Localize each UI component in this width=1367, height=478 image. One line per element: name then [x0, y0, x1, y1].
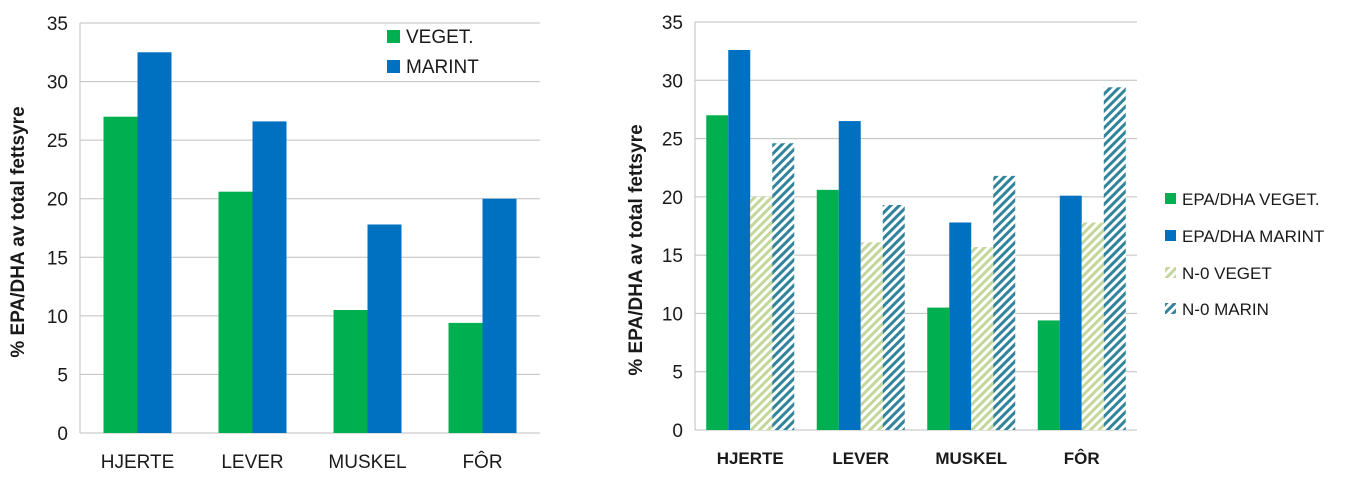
- y-tick-25: 25: [662, 130, 683, 151]
- legend-swatch-n0-marin: [1165, 303, 1176, 314]
- y-tick-0: 0: [672, 421, 683, 442]
- y-tick-30: 30: [47, 73, 68, 94]
- bar-veget-muskel: [333, 310, 368, 433]
- x-tick-3: MUSKEL: [935, 449, 1007, 468]
- bar-n-0-veget-hjerte: [750, 196, 773, 430]
- bar-veget-f-r: [448, 322, 483, 433]
- y-tick-35: 35: [47, 14, 68, 35]
- bar-epa-dha-marint-muskel: [949, 222, 972, 430]
- legend-label-n0-veget: N-0 VEGET: [1182, 264, 1272, 283]
- y-tick-labels: 0 5 10 15 20 25 30 35: [47, 14, 68, 445]
- y-tick-20: 20: [662, 188, 683, 209]
- y-tick-25: 25: [47, 131, 68, 152]
- bars: [103, 52, 517, 434]
- x-tick-2: LEVER: [221, 452, 283, 473]
- bar-marint-hjerte: [137, 52, 172, 434]
- y-tick-5: 5: [57, 365, 68, 386]
- bar-marint-lever: [252, 121, 287, 434]
- chart-right: 0 5 10 15 20 25 30 35 HJERTE LEVER MUSKEL FÔR % EP…: [585, 0, 1367, 473]
- bar-epa-dha-veget-muskel: [927, 307, 950, 430]
- y-tick-15: 15: [47, 248, 68, 269]
- legend-label-marint: MARINT: [406, 57, 479, 78]
- x-tick-1: HJERTE: [717, 449, 784, 468]
- bar-epa-dha-veget-f-r: [1037, 320, 1060, 430]
- legend-label-n0-marin: N-0 MARIN: [1182, 300, 1269, 319]
- bar-n-0-veget-f-r: [1081, 222, 1104, 430]
- y-tick-10: 10: [662, 304, 683, 325]
- x-tick-labels: HJERTE LEVER MUSKEL FÔR: [101, 451, 503, 473]
- legend-swatch-epa-dha-marint: [1165, 230, 1176, 241]
- y-tick-30: 30: [662, 71, 683, 92]
- bars: [706, 49, 1126, 430]
- bar-n-0-veget-muskel: [971, 246, 994, 430]
- y-tick-35: 35: [662, 13, 683, 34]
- bar-marint-muskel: [367, 224, 402, 433]
- bar-n-0-veget-lever: [860, 242, 883, 430]
- x-tick-2: LEVER: [832, 449, 889, 468]
- legend-swatch-epa-dha-veget: [1165, 193, 1176, 204]
- legend-label-epa-dha-marint: EPA/DHA MARINT: [1182, 227, 1324, 246]
- chart-left: 0 5 10 15 20 25 30 35 HJERTE LEVER MUSKEL FÔR % EP…: [0, 0, 560, 473]
- bar-epa-dha-marint-hjerte: [728, 49, 751, 430]
- chart-right-svg: 0 5 10 15 20 25 30 35 HJERTE LEVER MUSKEL FÔR % EP…: [626, 13, 1324, 468]
- x-tick-labels: HJERTE LEVER MUSKEL FÔR: [717, 449, 1100, 468]
- y-axis-label: % EPA/DHA av total fettsyre: [8, 106, 29, 357]
- bar-n-0-marin-hjerte: [772, 143, 795, 430]
- bar-veget-lever: [218, 191, 253, 433]
- y-tick-5: 5: [672, 363, 683, 384]
- y-tick-labels: 0 5 10 15 20 25 30 35: [662, 13, 683, 442]
- bar-marint-f-r: [482, 198, 517, 433]
- x-tick-4: FÔR: [1064, 449, 1100, 468]
- legend-swatch-marint: [387, 60, 400, 73]
- y-tick-0: 0: [57, 424, 68, 445]
- legend-label-epa-dha-veget: EPA/DHA VEGET.: [1182, 190, 1320, 209]
- bar-epa-dha-veget-hjerte: [706, 115, 729, 430]
- legend: VEGET. MARINT: [387, 27, 479, 78]
- y-tick-15: 15: [662, 246, 683, 267]
- bar-epa-dha-marint-f-r: [1059, 195, 1082, 430]
- bar-epa-dha-marint-lever: [838, 121, 861, 430]
- x-tick-3: MUSKEL: [328, 452, 406, 473]
- bar-veget-hjerte: [103, 116, 138, 433]
- y-axis-label: % EPA/DHA av total fettsyre: [626, 124, 647, 375]
- y-tick-10: 10: [47, 307, 68, 328]
- chart-left-svg: 0 5 10 15 20 25 30 35 HJERTE LEVER MUSKEL FÔR % EP…: [8, 14, 540, 473]
- bar-n-0-marin-f-r: [1103, 87, 1126, 430]
- legend-label-veget: VEGET.: [406, 27, 474, 48]
- x-tick-4: FÔR: [462, 451, 502, 473]
- bar-n-0-marin-muskel: [993, 175, 1016, 430]
- legend-swatch-n0-veget: [1165, 267, 1176, 278]
- y-tick-20: 20: [47, 190, 68, 211]
- legend: EPA/DHA VEGET. EPA/DHA MARINT N-0 VEGET …: [1165, 190, 1324, 319]
- bar-n-0-marin-lever: [882, 205, 905, 430]
- legend-swatch-veget: [387, 30, 400, 43]
- x-tick-1: HJERTE: [101, 452, 175, 473]
- bar-epa-dha-veget-lever: [816, 189, 839, 430]
